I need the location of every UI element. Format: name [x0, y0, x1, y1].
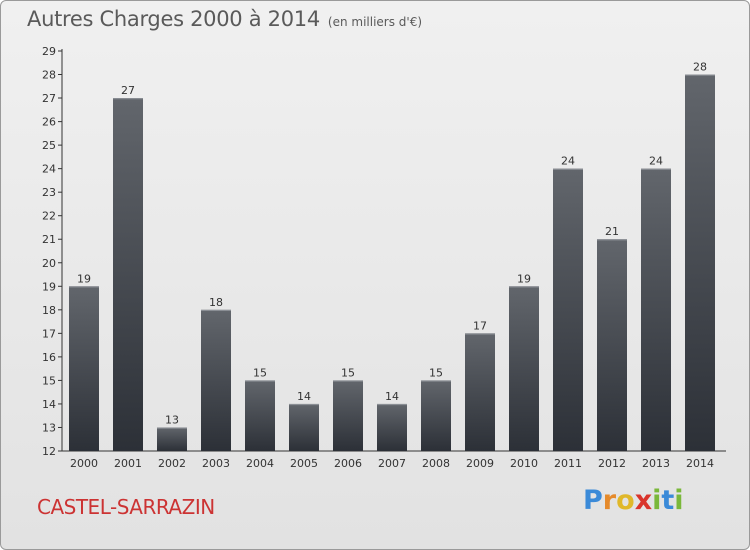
- bar-top-edge: [69, 286, 99, 288]
- data-labels: 19 27 13 18 15 14 15 14 15 17 19 24 21 24 28: [77, 61, 707, 427]
- x-axis: 2000 2001 2002 2003 2004 2005 2006 2007 2008 2009…: [62, 450, 726, 470]
- x-tick-label: 2004: [246, 457, 274, 470]
- y-tick-label: 16: [42, 351, 56, 364]
- y-tick-label: 28: [42, 69, 56, 82]
- bar-top-edge: [245, 380, 275, 382]
- brand-letter: x: [634, 485, 653, 516]
- data-label: 24: [649, 155, 663, 168]
- x-tick-label: 2002: [158, 457, 186, 470]
- data-label: 17: [473, 319, 487, 332]
- x-tick-label: 2007: [378, 457, 406, 470]
- bar: [157, 427, 187, 451]
- bar-top-edge: [377, 403, 407, 406]
- city-name: CASTEL-SARRAZIN: [37, 495, 215, 519]
- bar: [245, 380, 275, 451]
- brand-letter: t: [661, 485, 675, 516]
- bars: [69, 74, 715, 451]
- y-tick-label: 27: [42, 92, 56, 105]
- x-tick-label: 2009: [466, 457, 494, 470]
- data-label: 14: [385, 390, 399, 403]
- bar: [509, 286, 539, 451]
- brand-letter: o: [616, 485, 635, 516]
- bar-top-edge: [201, 309, 231, 312]
- x-tick-label: 2011: [554, 457, 582, 470]
- y-tick-label: 12: [42, 445, 56, 458]
- bar-top-edge: [465, 333, 495, 335]
- y-tick-label: 29: [42, 45, 56, 58]
- bar: [377, 403, 407, 451]
- brand-letter: P: [583, 485, 603, 516]
- y-tick-label: 26: [42, 116, 56, 129]
- bar: [201, 309, 231, 451]
- bar: [641, 168, 671, 451]
- bar-top-edge: [509, 286, 539, 288]
- y-tick-label: 25: [42, 139, 56, 152]
- y-tick-label: 23: [42, 186, 56, 199]
- bar-top-edge: [421, 380, 451, 382]
- data-label: 24: [561, 155, 575, 168]
- data-label: 13: [165, 413, 179, 426]
- data-label: 18: [209, 296, 223, 309]
- bar: [333, 380, 363, 451]
- y-tick-label: 13: [42, 421, 56, 434]
- x-tick-label: 2013: [642, 457, 670, 470]
- y-tick-label: 20: [42, 257, 56, 270]
- data-label: 14: [297, 390, 311, 403]
- x-tick-label: 2008: [422, 457, 450, 470]
- bar: [597, 239, 627, 451]
- bar: [465, 333, 495, 451]
- x-tick-label: 2010: [510, 457, 538, 470]
- bar: [421, 380, 451, 451]
- bar-top-edge: [685, 74, 715, 76]
- brand-letter: r: [602, 485, 617, 516]
- x-tick-label: 2000: [70, 457, 98, 470]
- bar-top-edge: [113, 98, 143, 100]
- bar: [69, 286, 99, 451]
- data-label: 28: [693, 61, 707, 74]
- y-tick-label: 24: [42, 163, 56, 176]
- y-tick-label: 21: [42, 233, 56, 246]
- bar-top-edge: [641, 168, 671, 170]
- data-label: 21: [605, 225, 619, 238]
- data-label: 19: [517, 272, 531, 285]
- data-label: 27: [121, 84, 135, 97]
- data-label: 15: [429, 366, 443, 379]
- y-tick-label: 17: [42, 327, 56, 340]
- y-tick-label: 18: [42, 304, 56, 317]
- x-tick-label: 2003: [202, 457, 230, 470]
- x-tick-label: 2001: [114, 457, 142, 470]
- y-tick-label: 15: [42, 374, 56, 387]
- data-label: 15: [253, 366, 267, 379]
- bar-top-edge: [157, 427, 187, 429]
- bar-top-edge: [333, 380, 363, 382]
- bar-top-edge: [597, 239, 627, 241]
- brand-logo: Proxiti: [583, 485, 684, 516]
- brand-letter: i: [652, 485, 662, 516]
- bar: [113, 98, 143, 451]
- brand-letter: i: [674, 485, 684, 516]
- x-tick-label: 2006: [334, 457, 362, 470]
- y-tick-label: 22: [42, 210, 56, 223]
- x-tick-label: 2014: [686, 457, 714, 470]
- y-tick-label: 14: [42, 398, 56, 411]
- chart-title-text: Autres Charges 2000 à 2014: [27, 7, 320, 31]
- bar: [553, 168, 583, 451]
- chart-subtitle: (en milliers d'€): [327, 15, 423, 29]
- y-axis: 12 13 14 15 16 17 18 19 20 21 22 23 24 25 26 27 28 29: [42, 45, 63, 458]
- chart-title: Autres Charges 2000 à 2014 (en milliers d…: [27, 7, 422, 31]
- data-label: 15: [341, 366, 355, 379]
- bar: [289, 403, 319, 451]
- bar: [685, 74, 715, 451]
- bar-top-edge: [553, 168, 583, 170]
- data-label: 19: [77, 272, 91, 285]
- bar-top-edge: [289, 403, 319, 406]
- y-tick-label: 19: [42, 280, 56, 293]
- x-tick-label: 2012: [598, 457, 626, 470]
- x-tick-label: 2005: [290, 457, 318, 470]
